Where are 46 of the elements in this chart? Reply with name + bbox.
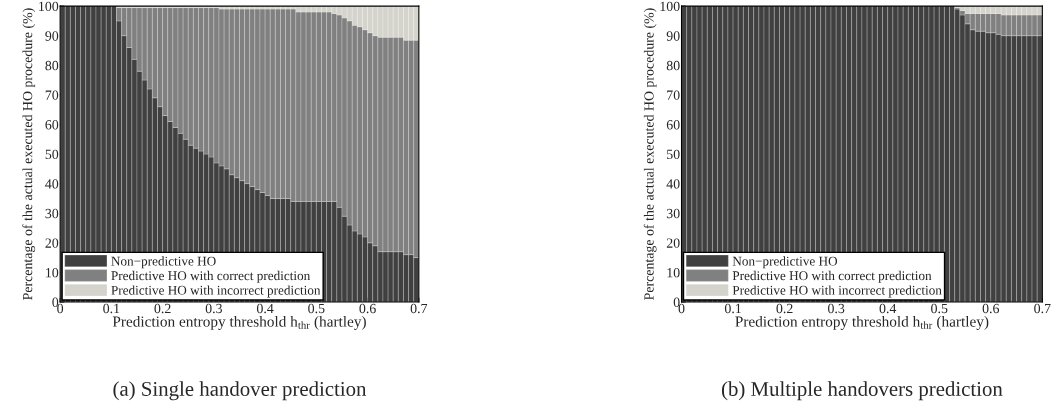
x-axis-title: Prediction entropy threshold h$_{thr}$ (hartley) [735, 315, 989, 330]
text: (a) Single handover prediction [113, 381, 367, 401]
x-tick-label: 0.3 [205, 303, 222, 314]
y-tick-label: 50 [45, 149, 59, 160]
y-tick-label: 40 [666, 179, 680, 189]
legend-label: Predictive HO with correct prediction [732, 270, 932, 283]
legend-label: Predictive HO with incorrect prediction [111, 285, 321, 298]
y-tick-label: 100 [660, 1, 680, 12]
legend-label: Non−predictive HO [111, 256, 216, 269]
x-tick-label: 0.4 [879, 303, 897, 314]
legend-label: Predictive HO with incorrect prediction [732, 285, 942, 298]
x-tick-label: 0.4 [256, 303, 274, 314]
y-tick-label: 100 [39, 1, 59, 12]
y-tick-label: 30 [666, 208, 680, 219]
x-tick-label: 0.6 [982, 303, 1000, 314]
text: (b) Multiple handovers prediction [721, 381, 1003, 401]
x-tick-label: 0.2 [154, 303, 171, 314]
x-tick-label: 0.6 [359, 303, 376, 314]
x-tick-label: 0.7 [410, 303, 428, 314]
y-tick-label: 40 [45, 179, 59, 189]
legend-label: Predictive HO with correct prediction [111, 270, 311, 283]
y-tick-label: 20 [45, 238, 59, 248]
y-tick-label: 70 [45, 90, 59, 100]
y-tick-label: 10 [667, 267, 680, 278]
x-tick-label: 0.5 [931, 303, 948, 314]
x-tick-label: 0.1 [103, 303, 120, 314]
y-tick-label: 80 [666, 60, 680, 71]
y-tick-label: 30 [45, 208, 59, 219]
x-tick-label: 0.2 [776, 303, 793, 314]
y-tick-label: 90 [45, 31, 59, 41]
y-axis-title: Percentage of the actual executed HO procedure (%) [22, 8, 36, 300]
legend-label: Non−predictive HO [732, 256, 838, 269]
y-tick-label: 10 [46, 267, 59, 278]
y-tick-label: 60 [666, 120, 680, 130]
y-axis-title: Percentage of the actual executed HO procedure (%) [643, 8, 657, 300]
y-tick-label: 60 [45, 120, 59, 130]
y-tick-label: 90 [666, 31, 680, 41]
x-tick-label: 0.5 [308, 303, 325, 314]
y-tick-label: 20 [666, 238, 680, 248]
y-tick-label: 50 [667, 149, 680, 160]
x-tick-label: 0.7 [1034, 303, 1051, 314]
x-axis-title: Prediction entropy threshold h$_{thr}$ (hartley) [112, 315, 366, 330]
x-tick-label: 0.3 [828, 303, 845, 314]
y-tick-label: 70 [667, 90, 680, 100]
x-tick-label: 0.1 [724, 303, 741, 314]
y-tick-label: 80 [45, 60, 59, 71]
